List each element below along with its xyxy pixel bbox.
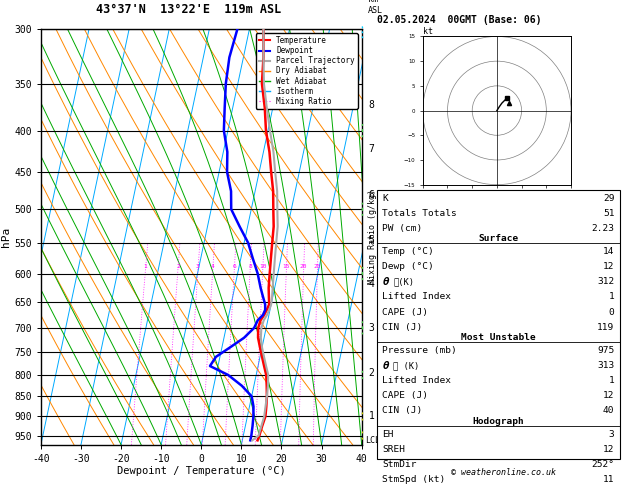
Text: 10: 10 xyxy=(259,264,267,269)
Text: Pressure (mb): Pressure (mb) xyxy=(382,346,457,355)
Text: LCL: LCL xyxy=(365,436,381,445)
Text: θ: θ xyxy=(382,277,389,287)
Text: Most Unstable: Most Unstable xyxy=(461,333,536,342)
Text: θ: θ xyxy=(382,361,389,370)
Text: 1: 1 xyxy=(143,264,147,269)
Text: 3: 3 xyxy=(369,323,374,333)
Text: Temp (°C): Temp (°C) xyxy=(382,247,434,256)
Y-axis label: hPa: hPa xyxy=(1,227,11,247)
Text: 8: 8 xyxy=(369,100,374,110)
Legend: Temperature, Dewpoint, Parcel Trajectory, Dry Adiabat, Wet Adiabat, Isotherm, Mi: Temperature, Dewpoint, Parcel Trajectory… xyxy=(255,33,358,109)
Text: 2: 2 xyxy=(176,264,180,269)
Text: PW (cm): PW (cm) xyxy=(382,224,423,233)
Text: Mixing Ratio (g/kg): Mixing Ratio (g/kg) xyxy=(368,190,377,284)
Text: 2: 2 xyxy=(369,368,374,378)
Text: CIN (J): CIN (J) xyxy=(382,406,423,415)
Text: © weatheronline.co.uk: © weatheronline.co.uk xyxy=(451,468,555,477)
Text: 11: 11 xyxy=(603,475,615,484)
Text: 29: 29 xyxy=(603,194,615,203)
Text: 1: 1 xyxy=(369,412,374,421)
Text: 313: 313 xyxy=(598,361,615,370)
Text: Surface: Surface xyxy=(479,234,518,243)
Text: 2.23: 2.23 xyxy=(591,224,615,233)
Text: 1: 1 xyxy=(609,293,615,301)
Text: 4: 4 xyxy=(211,264,214,269)
Text: km
ASL: km ASL xyxy=(368,0,383,15)
Text: Lifted Index: Lifted Index xyxy=(382,293,452,301)
Text: 3: 3 xyxy=(196,264,200,269)
Text: 6: 6 xyxy=(369,190,374,200)
Text: 25: 25 xyxy=(314,264,321,269)
Text: 975: 975 xyxy=(598,346,615,355)
Text: EH: EH xyxy=(382,430,394,438)
Text: 1: 1 xyxy=(609,376,615,385)
Text: 6: 6 xyxy=(232,264,236,269)
Text: CAPE (J): CAPE (J) xyxy=(382,391,428,400)
Text: Totals Totals: Totals Totals xyxy=(382,209,457,218)
Text: 8: 8 xyxy=(248,264,252,269)
Text: 20: 20 xyxy=(300,264,308,269)
Text: 12: 12 xyxy=(603,391,615,400)
Text: 312: 312 xyxy=(598,278,615,286)
Text: 51: 51 xyxy=(603,209,615,218)
Text: SREH: SREH xyxy=(382,445,406,453)
Text: ᴇ(K): ᴇ(K) xyxy=(393,278,414,286)
Text: 5: 5 xyxy=(369,235,374,244)
Text: CIN (J): CIN (J) xyxy=(382,323,423,331)
Text: StmSpd (kt): StmSpd (kt) xyxy=(382,475,446,484)
Text: Hodograph: Hodograph xyxy=(472,417,525,426)
Text: CAPE (J): CAPE (J) xyxy=(382,308,428,316)
X-axis label: Dewpoint / Temperature (°C): Dewpoint / Temperature (°C) xyxy=(117,467,286,476)
Text: 252°: 252° xyxy=(591,460,615,469)
Text: 3: 3 xyxy=(609,430,615,438)
Text: 119: 119 xyxy=(598,323,615,331)
Text: Lifted Index: Lifted Index xyxy=(382,376,452,385)
Text: StmDir: StmDir xyxy=(382,460,417,469)
Text: 43°37'N  13°22'E  119m ASL: 43°37'N 13°22'E 119m ASL xyxy=(96,3,281,16)
Text: 7: 7 xyxy=(369,144,374,155)
Text: 02.05.2024  00GMT (Base: 06): 02.05.2024 00GMT (Base: 06) xyxy=(377,15,542,25)
Text: 4: 4 xyxy=(369,279,374,289)
Text: 14: 14 xyxy=(603,247,615,256)
Text: kt: kt xyxy=(423,27,433,36)
Text: K: K xyxy=(382,194,388,203)
Text: 12: 12 xyxy=(603,445,615,453)
Text: 15: 15 xyxy=(282,264,290,269)
Text: 40: 40 xyxy=(603,406,615,415)
Text: ᴇ (K): ᴇ (K) xyxy=(393,361,420,370)
Text: 12: 12 xyxy=(603,262,615,271)
Text: 0: 0 xyxy=(609,308,615,316)
Text: Dewp (°C): Dewp (°C) xyxy=(382,262,434,271)
